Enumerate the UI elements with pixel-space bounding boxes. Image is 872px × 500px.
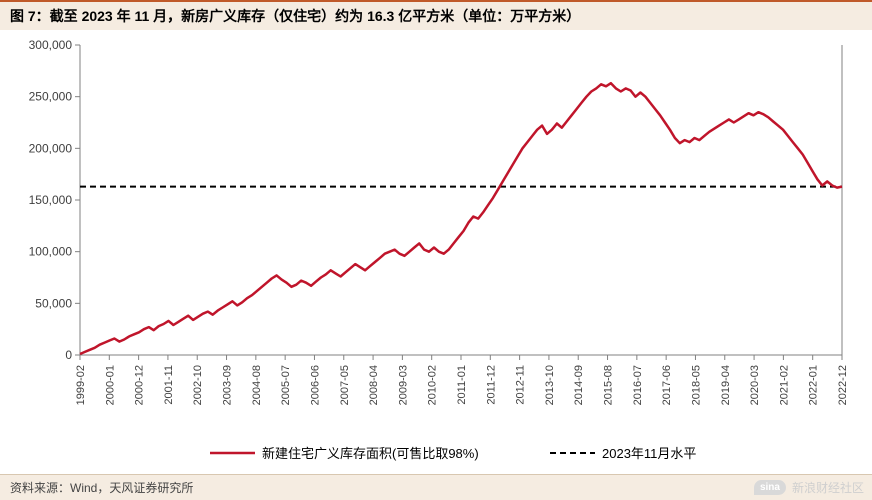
svg-text:1999-02: 1999-02: [75, 365, 87, 405]
svg-text:150,000: 150,000: [29, 193, 73, 207]
watermark-text: 新浪财经社区: [792, 479, 864, 496]
chart-title: 图 7：截至 2023 年 11 月，新房广义库存（仅住宅）约为 16.3 亿平…: [0, 0, 872, 30]
svg-text:2012-11: 2012-11: [515, 365, 527, 405]
chart-source: 资料来源：Wind，天风证券研究所: [0, 474, 872, 500]
svg-text:100,000: 100,000: [29, 245, 73, 259]
svg-text:200,000: 200,000: [29, 141, 73, 155]
svg-text:2013-10: 2013-10: [544, 365, 556, 405]
chart-svg: 0 50,000 100,000 150,000 200,000 250,000 300,0…: [10, 35, 862, 475]
svg-text:2002-10: 2002-10: [192, 365, 204, 405]
chart-plot: 0 50,000 100,000 150,000 200,000 250,000 300,0…: [10, 35, 862, 480]
svg-text:2000-12: 2000-12: [134, 365, 146, 405]
svg-text:2000-01: 2000-01: [104, 365, 116, 405]
watermark: sina 新浪财经社区: [754, 479, 864, 496]
svg-text:2005-07: 2005-07: [280, 365, 292, 405]
svg-text:2018-05: 2018-05: [690, 365, 702, 405]
svg-text:2006-06: 2006-06: [309, 365, 321, 405]
svg-text:300,000: 300,000: [29, 38, 73, 52]
svg-text:2009-03: 2009-03: [397, 365, 409, 405]
svg-text:2011-12: 2011-12: [485, 365, 497, 405]
svg-text:2014-09: 2014-09: [573, 365, 585, 405]
svg-text:2010-02: 2010-02: [427, 365, 439, 405]
svg-text:2021-02: 2021-02: [778, 365, 790, 405]
svg-text:新建住宅广义库存面积(可售比取98%): 新建住宅广义库存面积(可售比取98%): [262, 446, 479, 461]
svg-text:250,000: 250,000: [29, 90, 73, 104]
svg-text:2022-12: 2022-12: [837, 365, 849, 405]
svg-text:2003-09: 2003-09: [222, 365, 234, 405]
svg-text:2007-05: 2007-05: [339, 365, 351, 405]
svg-text:2022-01: 2022-01: [808, 365, 820, 405]
svg-text:2008-04: 2008-04: [368, 365, 380, 405]
svg-text:2023年11月水平: 2023年11月水平: [602, 446, 696, 461]
svg-text:0: 0: [65, 348, 72, 362]
svg-text:2019-04: 2019-04: [720, 365, 732, 405]
svg-text:2017-06: 2017-06: [661, 365, 673, 405]
svg-text:2004-08: 2004-08: [251, 365, 263, 405]
svg-text:2011-01: 2011-01: [456, 365, 468, 405]
svg-text:2016-07: 2016-07: [632, 365, 644, 405]
svg-text:2015-08: 2015-08: [603, 365, 615, 405]
watermark-logo: sina: [754, 480, 786, 495]
svg-text:2001-11: 2001-11: [163, 365, 175, 405]
svg-text:2020-03: 2020-03: [749, 365, 761, 405]
svg-text:50,000: 50,000: [35, 296, 72, 310]
